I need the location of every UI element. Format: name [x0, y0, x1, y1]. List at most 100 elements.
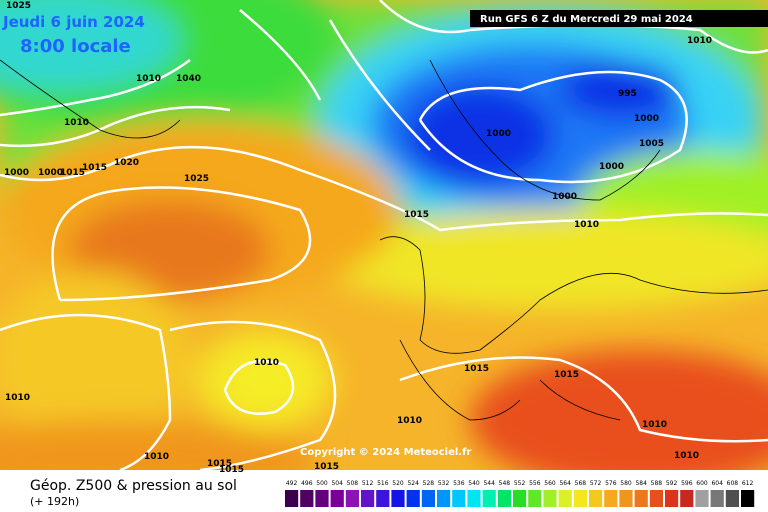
scale-label: 556 — [529, 480, 541, 487]
scale-label: 512 — [362, 480, 374, 487]
isobar-label: 1025 — [184, 174, 209, 184]
scale-label: 508 — [347, 480, 359, 487]
scale-swatch — [376, 490, 390, 507]
isobar-label: 1005 — [639, 139, 664, 149]
forecast-date: Jeudi 6 juin 2024 — [2, 13, 145, 31]
scale-swatch — [710, 490, 724, 507]
scale-swatch — [665, 490, 679, 507]
scale-label: 500 — [316, 480, 328, 487]
copyright: Copyright © 2024 Meteociel.fr — [300, 447, 471, 458]
scale-swatch — [680, 490, 694, 507]
scale-label: 520 — [392, 480, 404, 487]
scale-label: 528 — [423, 480, 435, 487]
scale-label: 552 — [514, 480, 526, 487]
isobar-label: 995 — [618, 89, 637, 99]
scale-swatch — [406, 490, 420, 507]
scale-label: 604 — [711, 480, 723, 487]
footer-title: Géop. Z500 & pression au sol — [30, 478, 237, 494]
run-info: Run GFS 6 Z du Mercredi 29 mai 2024 — [480, 14, 693, 25]
run-box — [470, 10, 768, 27]
isobar-label: 1010 — [642, 420, 667, 430]
isobar-label: 1025 — [6, 1, 31, 11]
scale-label: 496 — [301, 480, 313, 487]
isobar-label: 1015 — [464, 364, 489, 374]
footer-lead: (+ 192h) — [30, 495, 79, 508]
scale-swatch — [619, 490, 633, 507]
isobar-label: 1040 — [176, 74, 201, 84]
scale-label: 608 — [727, 480, 739, 487]
scale-label: 572 — [590, 480, 602, 487]
scale-swatch — [285, 490, 299, 507]
isobar-label: 1000 — [4, 168, 29, 178]
scale-swatch — [482, 490, 496, 507]
isobar-label: 1010 — [5, 393, 30, 403]
scale-label: 568 — [575, 480, 587, 487]
isobar-label: 1015 — [60, 168, 85, 178]
scale-swatch — [634, 490, 648, 507]
isobar-label: 1015 — [207, 459, 232, 469]
scale-swatch — [345, 490, 359, 507]
isobar-label: 1015 — [314, 462, 339, 472]
map-field — [0, 0, 768, 500]
isobar-label: 1010 — [574, 220, 599, 230]
scale-swatch — [497, 490, 511, 507]
scale-swatch — [604, 490, 618, 507]
scale-swatch — [315, 490, 329, 507]
scale-swatch — [391, 490, 405, 507]
scale-label: 504 — [331, 480, 343, 487]
scale-label: 524 — [407, 480, 419, 487]
scale-label: 564 — [559, 480, 571, 487]
scale-swatch — [421, 490, 435, 507]
isobar-label: 1015 — [554, 370, 579, 380]
scale-swatch — [467, 490, 481, 507]
scale-swatch — [589, 490, 603, 507]
forecast-time: 8:00 locale — [20, 36, 131, 57]
scale-label: 532 — [438, 480, 450, 487]
isobar-label: 1000 — [599, 162, 624, 172]
scale-label: 540 — [468, 480, 480, 487]
scale-label: 600 — [696, 480, 708, 487]
scale-label: 596 — [681, 480, 693, 487]
isobar-label: 1000 — [38, 168, 63, 178]
isobar-label: 1010 — [397, 416, 422, 426]
isobar-label: 1010 — [687, 36, 712, 46]
isobar-label: 1000 — [552, 192, 577, 202]
scale-swatch — [725, 490, 739, 507]
scale-swatch — [695, 490, 709, 507]
isobar-label: 1010 — [254, 358, 279, 368]
scale-swatch — [649, 490, 663, 507]
scale-swatch — [330, 490, 344, 507]
isobar-label: 1015 — [219, 465, 244, 475]
scale-swatch — [300, 490, 314, 507]
scale-label: 516 — [377, 480, 389, 487]
scale-label: 492 — [286, 480, 298, 487]
isobar-label: 1010 — [144, 452, 169, 462]
isobar-label: 1000 — [634, 114, 659, 124]
scale-swatch — [361, 490, 375, 507]
scale-label: 536 — [453, 480, 465, 487]
scale-label: 576 — [605, 480, 617, 487]
scale-label: 548 — [499, 480, 511, 487]
scale-label: 544 — [483, 480, 495, 487]
scale-swatch — [543, 490, 557, 507]
scale-swatch — [741, 490, 755, 507]
scale-swatch — [528, 490, 542, 507]
isobar-label: 1010 — [136, 74, 161, 84]
isobar-label: 1015 — [82, 163, 107, 173]
isobar-label: 1015 — [404, 210, 429, 220]
scale-label: 580 — [620, 480, 632, 487]
scale-label: 592 — [666, 480, 678, 487]
scale-label: 612 — [742, 480, 754, 487]
isobar-label: 1010 — [64, 118, 89, 128]
scale-label: 588 — [651, 480, 663, 487]
isobar-label: 1010 — [674, 451, 699, 461]
scale-label: 584 — [635, 480, 647, 487]
scale-swatch — [513, 490, 527, 507]
scale-swatch — [437, 490, 451, 507]
isobar-label: 1000 — [486, 129, 511, 139]
scale-swatch — [558, 490, 572, 507]
scale-swatch — [452, 490, 466, 507]
isobar-label: 1020 — [114, 158, 139, 168]
